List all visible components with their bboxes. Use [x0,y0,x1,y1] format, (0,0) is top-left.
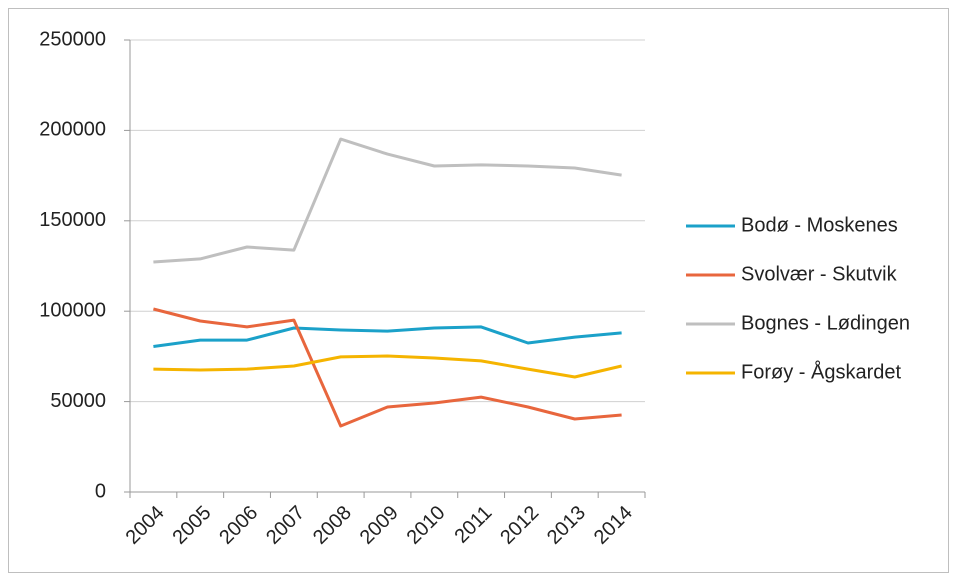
legend-label: Forøy - Ågskardet [741,360,901,383]
series-line [153,307,622,428]
legend-label: Svolvær - Skutvik [741,263,898,285]
y-tick-label: 50000 [50,390,106,412]
y-tick-label: 200000 [39,119,106,141]
y-tick-label: 150000 [39,209,106,231]
y-tick-label: 0 [95,480,106,502]
legend-label: Bodø - Moskenes [741,214,898,236]
series-line [153,325,622,348]
y-tick-label: 250000 [39,28,106,50]
series-line [153,354,622,379]
legend-label: Bognes - Lødingen [741,312,910,334]
series-line [153,137,622,264]
y-tick-label: 100000 [39,299,106,321]
chart-border [8,8,949,573]
